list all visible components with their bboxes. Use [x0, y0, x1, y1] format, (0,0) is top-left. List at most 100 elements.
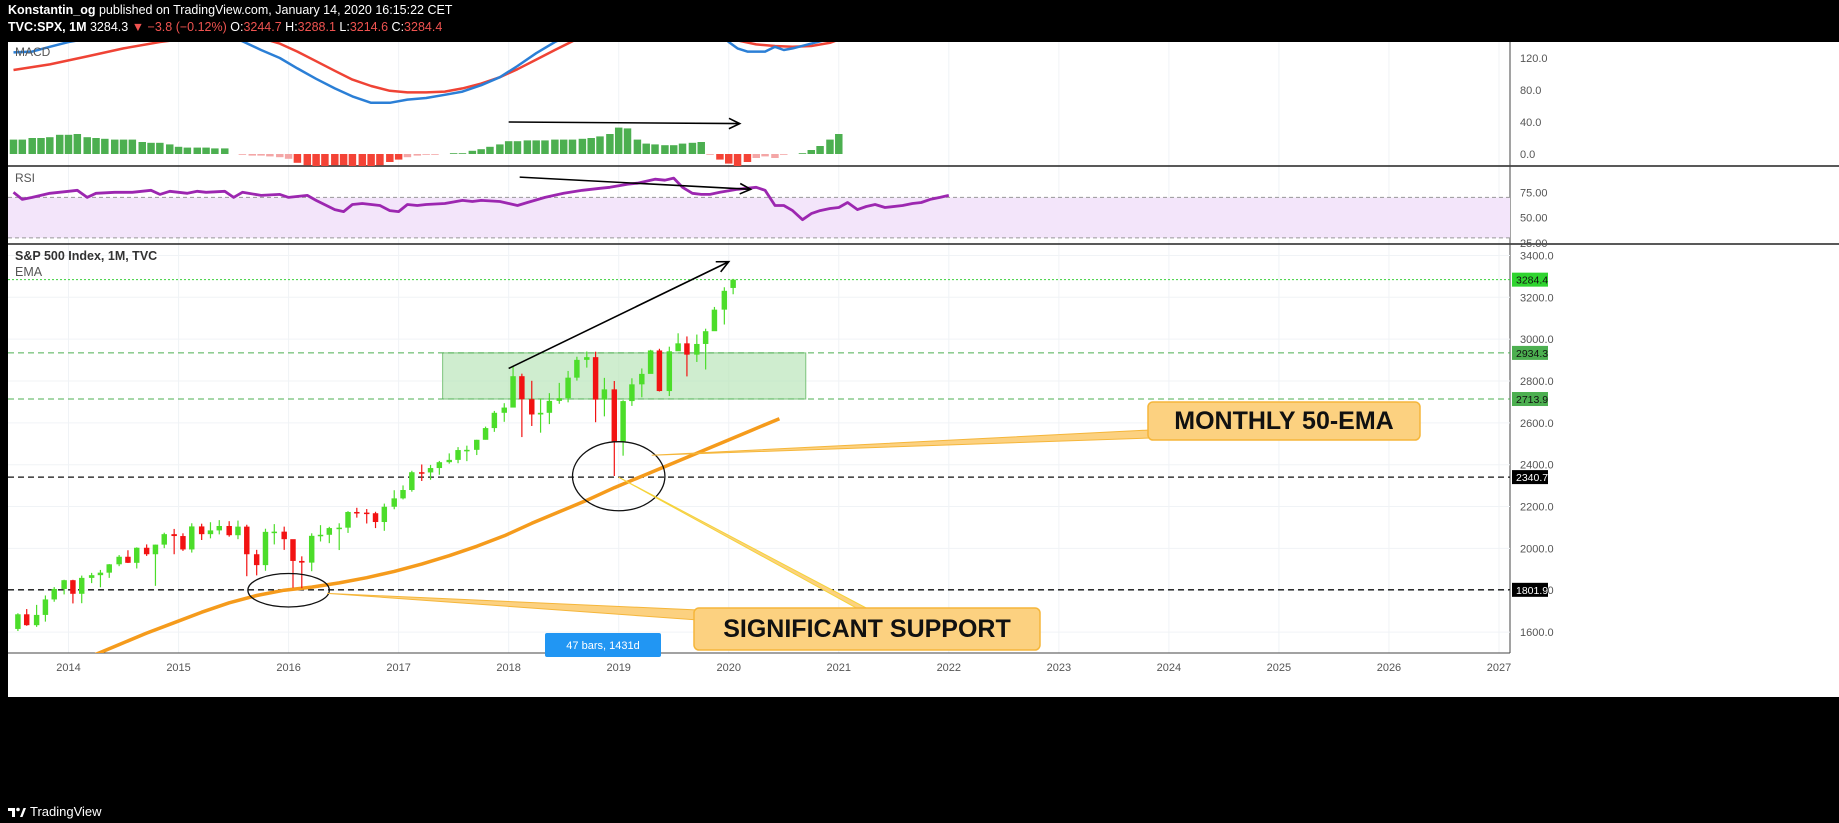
level-label: 2713.9 — [1516, 394, 1548, 406]
candle-body — [647, 350, 654, 374]
candle — [372, 511, 379, 529]
rsi-line — [12, 176, 950, 222]
macd-histogram-bar — [386, 154, 394, 162]
candle — [391, 490, 397, 510]
macd-divergence-arrow — [508, 121, 740, 125]
candle-body — [134, 547, 140, 563]
candle — [317, 525, 324, 542]
candle — [290, 539, 296, 588]
candle — [474, 439, 480, 456]
candle — [33, 604, 40, 627]
candle-body — [391, 498, 397, 507]
macd-histogram-bar — [504, 141, 513, 154]
candle — [23, 609, 30, 626]
candle-body — [446, 459, 452, 463]
candle — [336, 523, 342, 551]
macd-histogram-bar — [678, 143, 687, 154]
macd-histogram-bar — [559, 139, 568, 154]
macd-histogram-bar — [119, 139, 128, 154]
chart-canvas[interactable]: MACD 0.0 40.0 80.0 120.0 RSI 25.00 50.00 75.00 S&… — [8, 42, 1839, 797]
candle-body — [23, 614, 30, 626]
candle-body — [143, 547, 150, 555]
candle — [15, 613, 21, 632]
candle-body — [656, 350, 663, 392]
candle — [51, 587, 57, 602]
candle-body — [161, 534, 167, 545]
macd-histogram-bar — [532, 140, 540, 154]
candle-body — [455, 450, 461, 460]
candle — [620, 400, 626, 456]
time-axis-tick: 2022 — [937, 662, 961, 674]
candle-body — [419, 472, 425, 474]
price-axis-tick: 3000.0 — [1520, 334, 1554, 346]
candle — [143, 544, 150, 556]
macd-histogram-bar — [413, 154, 422, 156]
macd-histogram-bar — [221, 148, 229, 154]
ema-label: EMA — [15, 265, 43, 279]
candle — [253, 549, 260, 576]
macd-histogram-bar — [339, 154, 348, 166]
candle — [436, 460, 443, 475]
footer-brand[interactable]: TradingView — [8, 804, 102, 819]
candle-body — [584, 357, 590, 360]
candle-body — [482, 428, 489, 440]
candle-body — [537, 412, 544, 415]
time-axis-tick: 2023 — [1047, 662, 1071, 674]
candle — [684, 336, 690, 377]
macd-histogram-bar — [312, 154, 320, 166]
time-axis-tick: 2020 — [716, 662, 740, 674]
candle — [702, 328, 709, 370]
candle — [42, 595, 49, 622]
candle — [198, 523, 205, 541]
macd-histogram-bar — [248, 154, 257, 156]
candle — [363, 509, 370, 524]
candle-body — [510, 376, 516, 408]
candle — [180, 533, 186, 551]
candle-body — [501, 407, 507, 413]
price-axis-tick: 2200.0 — [1520, 502, 1554, 514]
candle — [299, 556, 305, 589]
price-axis-tick: 2400.0 — [1520, 460, 1554, 472]
high-value: 3288.1 — [297, 20, 336, 34]
macd-histogram-bar — [138, 142, 146, 154]
rsi-axis-tick: 25.00 — [1520, 238, 1548, 250]
candle — [235, 520, 241, 540]
candle-body — [33, 614, 40, 626]
ema-50-line — [94, 417, 781, 653]
candle — [529, 380, 535, 426]
rsi-divergence-arrow-head — [739, 182, 753, 195]
candle — [647, 349, 654, 374]
candle — [455, 447, 461, 464]
macd-histogram-bar — [55, 134, 64, 154]
candle — [546, 393, 553, 425]
candle-body — [226, 525, 232, 536]
level-label: 2340.7 — [1516, 472, 1548, 484]
rsi-axis-tick: 50.00 — [1520, 213, 1548, 225]
low-value: 3214.6 — [349, 20, 389, 34]
last-price: 3284.3 — [89, 20, 129, 34]
macd-histogram-bar — [403, 154, 412, 158]
candle — [171, 528, 177, 555]
author-name[interactable]: Konstantin_og — [8, 3, 96, 17]
time-axis-background — [8, 653, 1510, 697]
macd-histogram-bar — [458, 153, 467, 154]
rsi-label: RSI — [15, 171, 35, 185]
time-axis-tick: 2015 — [166, 662, 190, 674]
candle-body — [730, 279, 736, 288]
macd-histogram-bar — [9, 139, 18, 154]
candle — [574, 356, 580, 381]
macd-histogram-bar — [156, 142, 164, 154]
candle-body — [326, 528, 333, 535]
macd-histogram-bar — [706, 154, 714, 155]
macd-histogram-bar — [697, 142, 705, 154]
support-ellipse — [247, 572, 330, 608]
candle — [400, 485, 406, 500]
macd-histogram-bar — [496, 144, 504, 154]
candle-body — [308, 535, 315, 563]
level-label-bg — [1512, 272, 1548, 287]
symbol-name[interactable]: TVC:SPX, 1M — [8, 20, 87, 34]
candle — [116, 555, 122, 567]
macd-histogram-bar — [73, 134, 82, 154]
candle-body — [281, 531, 287, 540]
macd-histogram-bar — [724, 154, 733, 164]
